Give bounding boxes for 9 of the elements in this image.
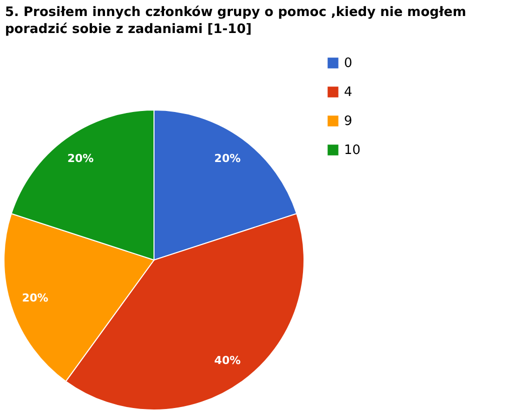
data-label: 20% xyxy=(214,152,241,165)
data-label: 20% xyxy=(67,152,94,165)
legend-label: 0 xyxy=(344,56,352,71)
legend-label: 9 xyxy=(344,114,352,129)
data-label: 20% xyxy=(22,292,48,305)
legend-label: 10 xyxy=(344,143,361,158)
legend-label: 4 xyxy=(344,85,352,100)
chart-title: 5. Prosiłem innych członków grupy o pomoc ,kiedy nie mogłem poradzić sobie z zadaniami [1-10] xyxy=(5,5,466,37)
data-label: 40% xyxy=(214,354,241,368)
